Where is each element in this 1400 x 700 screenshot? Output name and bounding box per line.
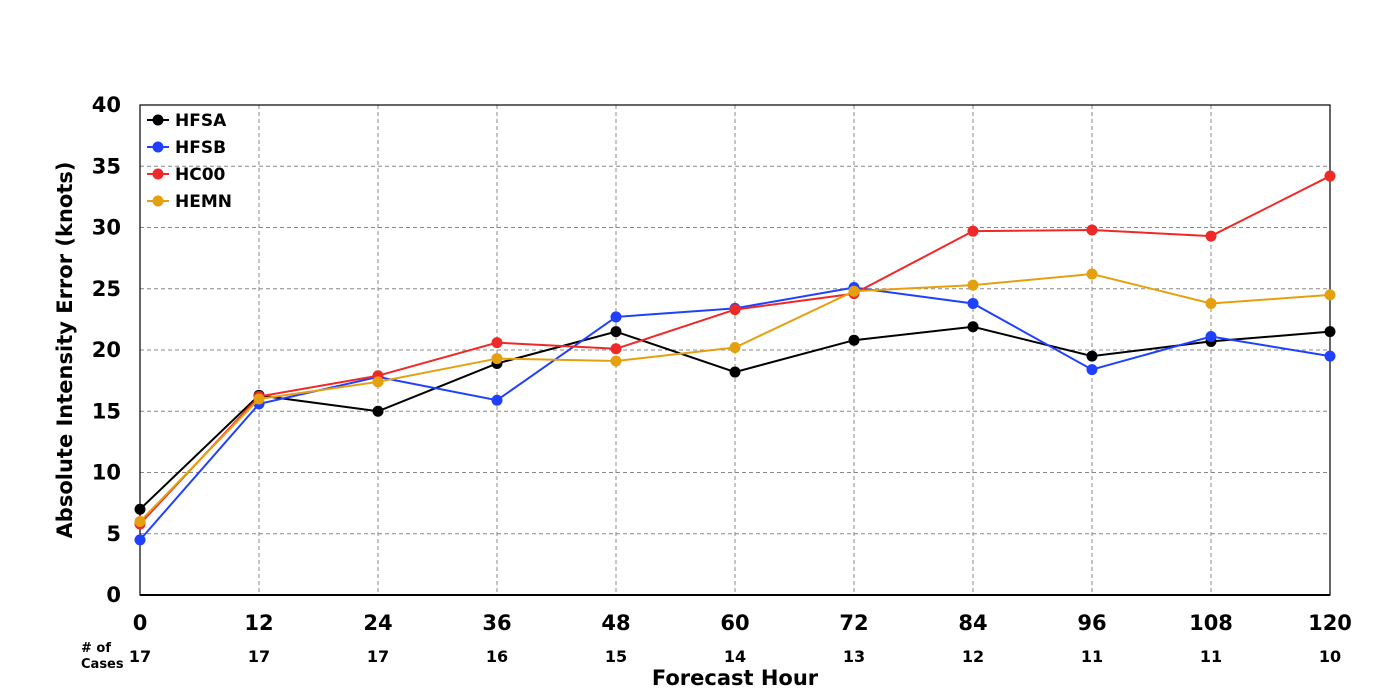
- data-point-hemn: [610, 355, 622, 367]
- series-layer: [134, 170, 1336, 546]
- legend-label-hemn: HEMN: [175, 192, 232, 212]
- data-point-hemn: [134, 516, 146, 527]
- legend-marker-hc00: [152, 168, 164, 180]
- data-point-hfsa: [848, 334, 860, 346]
- x-tick-label: 24: [363, 611, 392, 635]
- data-point-hc00: [1324, 170, 1336, 182]
- x-tick-label: 72: [839, 611, 868, 635]
- case-count: 14: [724, 647, 746, 666]
- series-line-hfsa: [139, 325, 1331, 510]
- case-count: 12: [962, 647, 984, 666]
- data-point-hfsa: [372, 405, 384, 417]
- y-tick-label: 10: [92, 461, 121, 485]
- case-count: 13: [843, 647, 865, 666]
- data-point-hfsa: [1324, 326, 1336, 338]
- x-tick-label: 84: [958, 611, 987, 635]
- y-tick-label: 15: [92, 399, 121, 423]
- y-tick-label: 25: [92, 277, 121, 301]
- data-point-hc00: [1205, 230, 1217, 242]
- case-count: 15: [605, 647, 627, 666]
- data-point-hc00: [610, 343, 622, 355]
- data-point-hfsb: [491, 394, 503, 406]
- series-hc00: [134, 170, 1336, 530]
- data-point-hfsa: [967, 321, 979, 333]
- x-tick-label: 36: [482, 611, 511, 635]
- y-tick-label: 35: [92, 154, 121, 178]
- data-point-hemn: [1324, 289, 1336, 301]
- data-point-hemn: [372, 376, 384, 388]
- data-point-hemn: [491, 353, 503, 365]
- legend-item-hemn: HEMN: [147, 192, 232, 212]
- data-point-hemn: [1205, 297, 1217, 309]
- data-point-hfsb: [134, 534, 146, 546]
- data-point-hfsa: [1086, 350, 1098, 362]
- y-tick-labels: 0 5 10 15 20 25 30 35 40: [92, 93, 121, 607]
- case-count: 17: [248, 647, 270, 666]
- x-tick-label: 120: [1308, 611, 1352, 635]
- legend-item-hfsa: HFSA: [147, 111, 227, 131]
- legend-marker-hfsb: [152, 141, 164, 153]
- data-point-hfsa: [134, 503, 146, 515]
- legend-item-hfsb: HFSB: [147, 138, 226, 158]
- y-tick-label: 0: [106, 583, 121, 607]
- x-tick-label: 0: [133, 611, 148, 635]
- data-point-hc00: [491, 337, 503, 349]
- data-point-hc00: [729, 304, 741, 316]
- data-point-hfsb: [967, 297, 979, 309]
- cases-label-line2: Cases: [81, 657, 124, 672]
- legend-marker-hemn: [152, 195, 164, 207]
- data-point-hfsb: [1324, 350, 1336, 362]
- legend-item-hc00: HC00: [147, 165, 226, 185]
- x-axis-title: Forecast Hour: [652, 666, 819, 690]
- y-tick-label: 20: [92, 338, 121, 362]
- data-point-hfsa: [610, 326, 622, 338]
- data-point-hemn: [253, 393, 265, 405]
- series-hfsa: [134, 321, 1336, 515]
- case-count: 10: [1319, 647, 1341, 666]
- case-count: 11: [1081, 647, 1103, 666]
- data-point-hemn: [967, 279, 979, 291]
- data-point-hc00: [967, 225, 979, 237]
- data-point-hfsb: [1086, 364, 1098, 376]
- data-point-hfsa: [729, 366, 741, 378]
- series-hemn: [134, 268, 1336, 527]
- x-tick-label: 48: [601, 611, 630, 635]
- y-tick-label: 5: [106, 522, 121, 546]
- data-point-hemn: [848, 285, 860, 297]
- y-tick-label: 30: [92, 216, 121, 240]
- legend-label-hc00: HC00: [175, 165, 226, 185]
- data-point-hemn: [1086, 268, 1098, 280]
- x-tick-label: 60: [720, 611, 749, 635]
- y-tick-label: 40: [92, 93, 121, 117]
- data-point-hfsb: [1205, 331, 1217, 343]
- legend-label-hfsb: HFSB: [175, 138, 226, 158]
- legend-marker-hfsa: [152, 114, 164, 126]
- x-tick-label: 96: [1077, 611, 1106, 635]
- case-count: 17: [129, 647, 151, 666]
- cases-label-line1: # of: [81, 641, 111, 656]
- x-tick-label: 12: [244, 611, 273, 635]
- data-point-hc00: [1086, 224, 1098, 236]
- case-count: 17: [367, 647, 389, 666]
- y-axis-title: Absolute Intensity Error (knots): [53, 162, 77, 539]
- x-tick-label: 108: [1189, 611, 1233, 635]
- case-count: 11: [1200, 647, 1222, 666]
- case-count: 16: [486, 647, 508, 666]
- data-point-hemn: [729, 342, 741, 354]
- case-counts: 17 17 17 16 15 14 13 12 11 11 10: [129, 647, 1341, 666]
- x-tick-labels: 0 12 24 36 48 60 72 84 96 108 120: [133, 611, 1352, 635]
- legend-label-hfsa: HFSA: [175, 111, 227, 131]
- data-point-hfsb: [610, 311, 622, 323]
- legend: HFSA HFSB HC00 HEMN: [147, 111, 232, 212]
